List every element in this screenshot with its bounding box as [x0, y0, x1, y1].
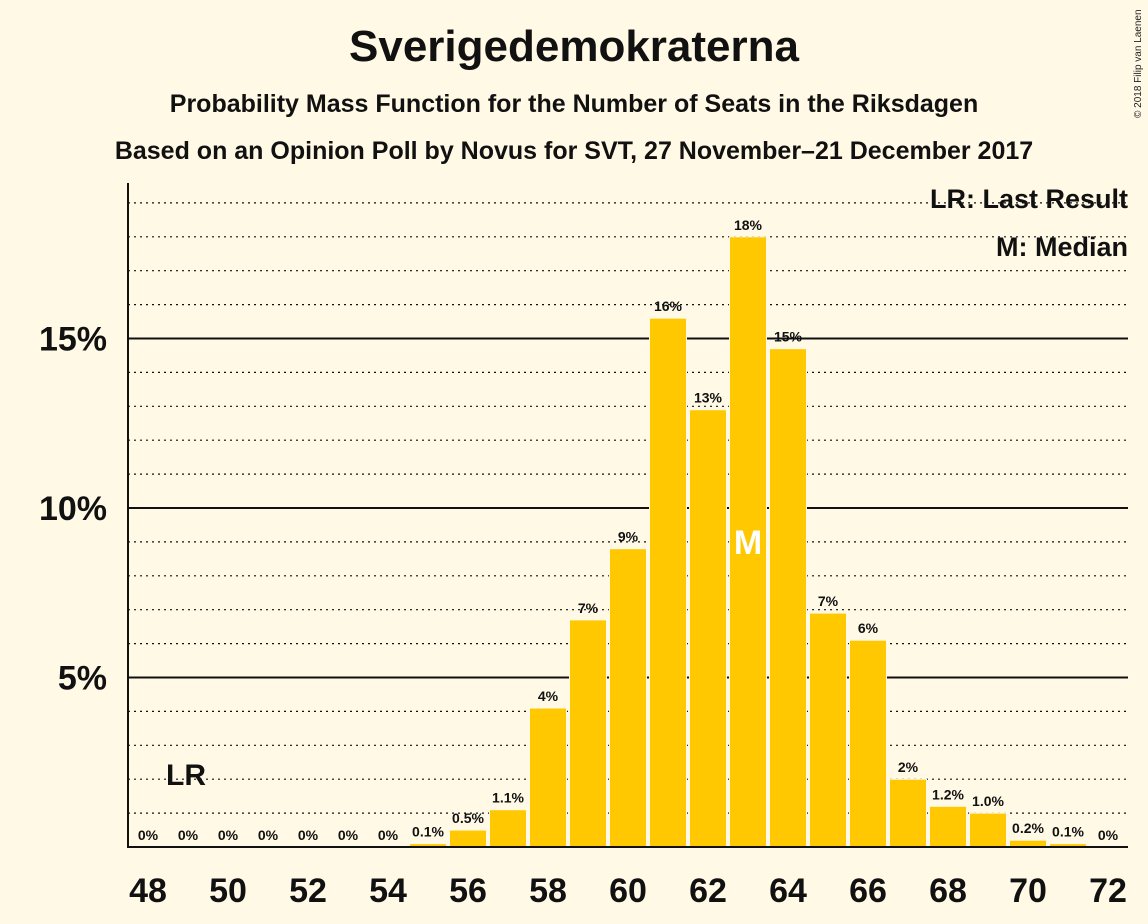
x-tick-label-48: 48: [129, 872, 167, 910]
bar-69: [969, 812, 1007, 848]
x-tick-label-62: 62: [689, 872, 727, 910]
bar-63: [729, 236, 767, 848]
bar-70: [1009, 839, 1047, 848]
y-tick-label-10: 10%: [39, 490, 107, 528]
bar-label-56: 0.5%: [452, 810, 484, 826]
bar-labels-group: 0% 0% 0% 0% 0% 0% 0% 0.1% 0.5% 1.1% 4% 7% 9% 16% 13% 18…: [138, 217, 1119, 843]
bar-label-50: 0%: [218, 827, 239, 843]
bar-label-70: 0.2%: [1012, 820, 1044, 836]
x-tick-label-70: 70: [1009, 872, 1047, 910]
bar-label-54: 0%: [378, 827, 399, 843]
bar-label-65: 7%: [818, 593, 839, 609]
bar-65: [809, 612, 847, 848]
bar-62: [689, 409, 727, 848]
x-tick-label-60: 60: [609, 872, 647, 910]
bar-label-49: 0%: [178, 827, 199, 843]
x-tick-label-56: 56: [449, 872, 487, 910]
bar-label-62: 13%: [694, 390, 723, 406]
markers-group: LR M: [166, 524, 762, 792]
bar-label-63: 18%: [734, 217, 763, 233]
bar-label-71: 0.1%: [1052, 824, 1084, 840]
x-tick-label-72: 72: [1089, 872, 1127, 910]
bar-label-64: 15%: [774, 329, 803, 345]
axes: [127, 183, 1128, 848]
bar-label-69: 1.0%: [972, 793, 1004, 809]
chart-source: Based on an Opinion Poll by Novus for SV…: [114, 137, 1034, 165]
bar-57: [489, 809, 527, 848]
y-tick-label-5: 5%: [58, 660, 107, 698]
bars-group: [409, 236, 1087, 848]
bar-66: [849, 639, 887, 848]
x-tick-label-68: 68: [929, 872, 967, 910]
bar-58: [529, 707, 567, 848]
tick-labels-group: 48 50 52 54 56 58 60 62 64 66 68 70 72 5% 10% 15%: [39, 321, 1127, 911]
chart-subtitle: Probability Mass Function for the Number…: [169, 90, 979, 118]
bar-label-60: 9%: [618, 529, 639, 545]
x-tick-label-50: 50: [209, 872, 247, 910]
x-tick-label-54: 54: [369, 872, 407, 910]
bar-label-55: 0.1%: [412, 824, 444, 840]
last-result-marker: LR: [166, 759, 206, 792]
bar-61: [649, 317, 687, 848]
bar-label-53: 0%: [338, 827, 359, 843]
bar-56: [449, 829, 487, 848]
median-marker: M: [734, 524, 762, 562]
legend-last-result: LR: Last Result: [929, 184, 1128, 214]
x-tick-label-52: 52: [289, 872, 327, 910]
legend-median: M: Median: [996, 232, 1128, 262]
bar-label-48: 0%: [138, 827, 159, 843]
bar-64: [769, 348, 807, 848]
bar-label-58: 4%: [538, 688, 559, 704]
bar-label-61: 16%: [654, 298, 683, 314]
bar-label-59: 7%: [578, 600, 599, 616]
x-tick-label-58: 58: [529, 872, 567, 910]
y-tick-label-15: 15%: [39, 321, 107, 359]
bar-59: [569, 619, 607, 848]
bar-68: [929, 805, 967, 848]
bar-label-52: 0%: [298, 827, 319, 843]
x-tick-label-64: 64: [769, 872, 807, 910]
bar-label-72: 0%: [1098, 827, 1119, 843]
bar-label-57: 1.1%: [492, 790, 524, 806]
bar-label-68: 1.2%: [932, 786, 964, 802]
bar-60: [609, 548, 647, 848]
chart-title: Sverigedemokraterna: [349, 22, 799, 71]
bar-label-66: 6%: [858, 620, 879, 636]
bar-label-67: 2%: [898, 759, 919, 775]
bar-label-51: 0%: [258, 827, 279, 843]
x-tick-label-66: 66: [849, 872, 887, 910]
bar-67: [889, 778, 927, 848]
